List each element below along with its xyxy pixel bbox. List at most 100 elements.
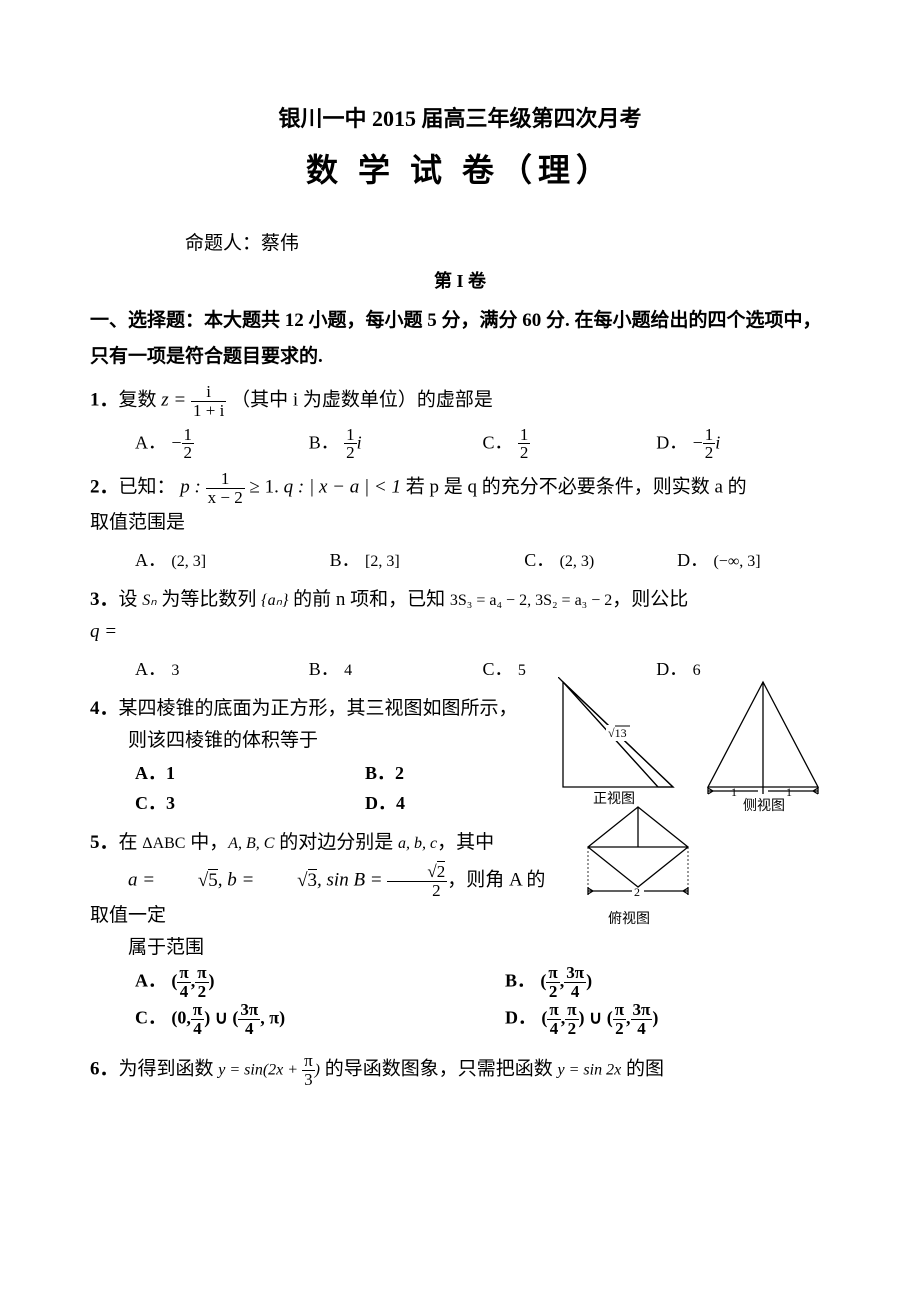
fig-sqrt13: √13 bbox=[608, 726, 627, 740]
q2-c-label: C． bbox=[524, 550, 554, 570]
q3-opt-a: A．3 bbox=[135, 654, 309, 685]
q2-geq: ≥ 1. bbox=[249, 477, 278, 498]
q5-a-f1: π4 bbox=[177, 964, 190, 1001]
q5-c-d1: 4 bbox=[191, 1020, 204, 1038]
q3-line2: q = bbox=[90, 616, 830, 648]
q5-abcside: a, b, c bbox=[398, 835, 437, 852]
q3-options: A．3 B． 4 C．5 D． 6 bbox=[135, 654, 830, 685]
q5-d-f3: π2 bbox=[613, 1001, 626, 1038]
q1-a-frac: 12 bbox=[182, 426, 195, 463]
author-label: 命题人： bbox=[185, 233, 261, 254]
q5-c-l: (0, bbox=[171, 1008, 191, 1028]
q5-frac-d: 2 bbox=[387, 882, 447, 900]
q6-text-a: 为得到函数 bbox=[119, 1058, 219, 1079]
q5-e1: a = bbox=[128, 870, 160, 891]
q3-eq: 3S₃ = a₄ − 2, 3S₂ = a₃ − 2 bbox=[450, 592, 612, 609]
q5-d-r: ) bbox=[652, 1008, 658, 1028]
q5-text-a: 在 bbox=[119, 832, 143, 853]
q4-number: 4． bbox=[90, 698, 119, 719]
q2-a-label: A． bbox=[135, 550, 166, 570]
q5-line3: 属于范围 bbox=[90, 932, 830, 964]
q3-text-b: 为等比数列 bbox=[157, 589, 262, 610]
q5-d-f1: π4 bbox=[547, 1001, 560, 1038]
q5-c-r: , π) bbox=[260, 1008, 285, 1028]
q5-b-d2: 4 bbox=[564, 983, 586, 1001]
q2-number: 2． bbox=[90, 477, 119, 498]
question-1: 1．复数 z = i1 + i （其中 i 为虚数单位）的虚部是 bbox=[90, 383, 830, 420]
q3-d-label: D． bbox=[656, 659, 687, 679]
q4-options-row1: A．1 B．2 bbox=[90, 758, 550, 789]
q2-frac-d: x − 2 bbox=[206, 489, 245, 507]
q5-sqrt3-v: 3 bbox=[308, 869, 318, 891]
q5-a-f2: π2 bbox=[195, 964, 208, 1001]
q5-d-f2: π2 bbox=[565, 1001, 578, 1038]
q3-b-val: 4 bbox=[344, 662, 352, 679]
q4-opt-a: A．1 bbox=[90, 758, 320, 789]
q5-frac-n: √2 bbox=[387, 863, 447, 882]
q6-frac-n: π bbox=[302, 1052, 315, 1071]
q1-opt-c: C．12 bbox=[483, 426, 657, 463]
q5-d-d2: 2 bbox=[565, 1020, 578, 1038]
q6-y2: y = sin 2x bbox=[558, 1061, 622, 1078]
section-instructions: 一、选择题：本大题共 12 小题，每小题 5 分，满分 60 分. 在每小题给出… bbox=[90, 303, 830, 375]
q2-text-b: 若 p 是 q 的充分不必要条件，则实数 a 的 bbox=[406, 477, 747, 498]
question-3: 3．设 Sₙ 为等比数列 {aₙ} 的前 n 项和，已知 3S₃ = a₄ − … bbox=[90, 584, 830, 616]
q1-number: 1． bbox=[90, 390, 119, 411]
q6-text-b: 的导函数图象，只需把函数 bbox=[320, 1058, 558, 1079]
q3-d-val: 6 bbox=[693, 662, 701, 679]
q5-c-n2: 3π bbox=[238, 1001, 260, 1020]
q2-d-val: (−∞, 3] bbox=[713, 553, 760, 570]
q2-a-val: (2, 3] bbox=[171, 553, 206, 570]
fig-1b: 1 bbox=[786, 785, 792, 799]
q3-text-d: ，则公比 bbox=[612, 589, 688, 610]
q4-b: B．2 bbox=[365, 763, 404, 783]
q5-b-f2: 3π4 bbox=[564, 964, 586, 1001]
q6-frac: π3 bbox=[302, 1052, 315, 1089]
q1-d-n: 1 bbox=[703, 426, 716, 445]
q3-b-label: B． bbox=[309, 659, 339, 679]
q5-c-m: ) ∪ ( bbox=[204, 1008, 238, 1028]
q1-opt-d: D．−12i bbox=[656, 426, 830, 463]
q5-e2: , b = bbox=[218, 870, 259, 891]
q4-opt-d: D．4 bbox=[320, 788, 550, 819]
author-line: 命题人：蔡伟 bbox=[90, 228, 830, 260]
q6-number: 6． bbox=[90, 1058, 119, 1079]
q1-c-frac: 12 bbox=[518, 426, 531, 463]
q5-a-r: ) bbox=[209, 971, 215, 991]
q3-text-c: 的前 n 项和，已知 bbox=[288, 589, 450, 610]
q5-c-f1: π4 bbox=[191, 1001, 204, 1038]
q1-frac-num: i bbox=[191, 383, 226, 402]
q6-text-c: 的图 bbox=[621, 1058, 664, 1079]
q5-options-row1: A．(π4,π2) B．(π2,3π4) bbox=[90, 964, 830, 1001]
q5-opt-b: B．(π2,3π4) bbox=[460, 964, 830, 1001]
q3-opt-c: C．5 bbox=[483, 654, 657, 685]
view-top-label: 俯视图 bbox=[428, 908, 830, 932]
q5-d-d3: 2 bbox=[613, 1020, 626, 1038]
q5-abc: ΔABC bbox=[142, 835, 185, 852]
exam-title: 数 学 试 卷（理） bbox=[90, 143, 830, 197]
q1-frac-den: 1 + i bbox=[191, 402, 226, 420]
q1-opt-b: B．12i bbox=[309, 426, 483, 463]
q5-b-label: B． bbox=[505, 971, 535, 991]
q1-c-n: 1 bbox=[518, 426, 531, 445]
q4-opt-c: C．3 bbox=[90, 788, 320, 819]
q5-d-n4: 3π bbox=[631, 1001, 653, 1020]
q5-d-m2: ) ∪ ( bbox=[579, 1008, 613, 1028]
q1-d-d: 2 bbox=[703, 444, 716, 462]
fig-1a: 1 bbox=[731, 785, 737, 799]
exam-header: 银川一中 2015 届高三年级第四次月考 bbox=[90, 100, 830, 137]
q5-text-d: ，其中 bbox=[437, 832, 494, 853]
q3-opt-d: D． 6 bbox=[656, 654, 830, 685]
q3-qeq: q = bbox=[90, 621, 117, 642]
q2-opt-a: A． (2, 3] bbox=[135, 545, 330, 576]
q5-options-row2: C．(0,π4) ∪ (3π4, π) D．(π4,π2) ∪ (π2,3π4) bbox=[90, 1001, 830, 1038]
q5-ABC: A, B, C bbox=[228, 835, 274, 852]
q2-opt-b: B．[2, 3] bbox=[330, 545, 525, 576]
q2-opt-c: C．(2, 3) bbox=[524, 545, 677, 576]
fig-2: 2 bbox=[634, 885, 640, 899]
q1-options: A．−12 B．12i C．12 D．−12i bbox=[135, 426, 830, 463]
q3-number: 3． bbox=[90, 589, 119, 610]
q2-opt-d: D．(−∞, 3] bbox=[677, 545, 830, 576]
q1-z: z = bbox=[161, 390, 186, 411]
q1-b-suf: i bbox=[357, 432, 362, 452]
